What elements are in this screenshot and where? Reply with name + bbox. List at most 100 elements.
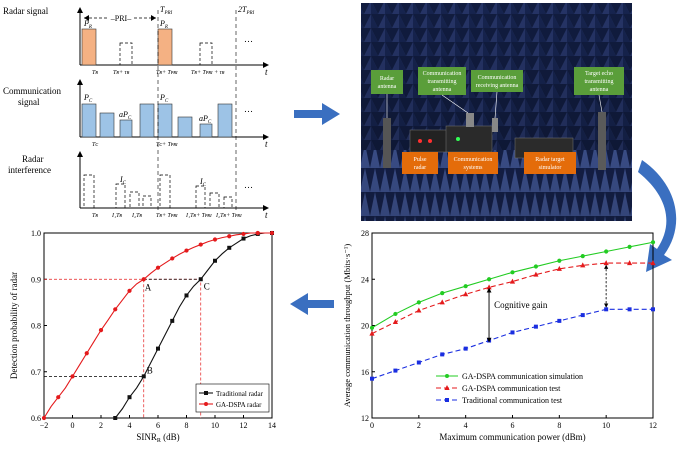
data-point xyxy=(241,236,246,241)
data-point xyxy=(603,260,609,266)
y-tick-label: 0.8 xyxy=(31,322,41,331)
label-radar-antenna-text: Radar antenna xyxy=(378,76,397,90)
data-point xyxy=(41,415,47,421)
y-tick-label: 24 xyxy=(361,275,369,284)
y-tick-label: 0.6 xyxy=(31,414,41,423)
data-point xyxy=(56,395,61,400)
pr-label: PR xyxy=(83,19,92,30)
data-point xyxy=(533,324,538,329)
data-point xyxy=(440,352,445,357)
ic-label-2: IC xyxy=(199,177,207,188)
label-pulse-radar-text: Pulse radar xyxy=(413,157,426,171)
tick-tr-tpri: Tʀ+ Tᴘʀɪ xyxy=(156,70,178,76)
series-line-0 xyxy=(371,241,654,329)
comm-bar xyxy=(119,119,133,138)
signal-timing-panel: Radar signal t PR PR –PRI– TPRI 2TPRI … … xyxy=(3,5,269,220)
data-point xyxy=(393,311,398,317)
x-axis-label-unit: (dB) xyxy=(161,432,180,442)
y-tick-label: 28 xyxy=(361,229,369,238)
data-point xyxy=(463,284,468,289)
data-point xyxy=(556,265,562,271)
x-tick-label: 4 xyxy=(464,421,468,430)
legend-label: Traditional communication test xyxy=(462,396,563,405)
flow-arrows xyxy=(290,103,677,315)
data-point xyxy=(604,249,609,254)
comm-bar xyxy=(177,116,193,138)
data-point xyxy=(127,395,132,400)
tick-tr-tau: Tʀ+ τʀ xyxy=(113,70,130,76)
pr-label-2: PR xyxy=(159,19,168,30)
data-point xyxy=(510,270,515,275)
x-axis-label-sub: R xyxy=(157,438,161,444)
y-tick-label: 0.7 xyxy=(31,368,41,377)
data-point xyxy=(127,288,132,293)
comm-bar xyxy=(217,103,233,138)
series-line-traditional xyxy=(114,232,272,419)
data-point xyxy=(113,416,118,420)
data-point xyxy=(70,374,75,379)
pri-bg xyxy=(109,13,133,23)
arrow-left-icon xyxy=(290,293,334,315)
label-comm-systems-text: Communication systems xyxy=(454,157,493,171)
data-point xyxy=(370,376,374,381)
x-tick-label: 12 xyxy=(649,421,657,430)
data-point xyxy=(141,277,146,282)
legend-marker xyxy=(204,402,208,406)
legend-label: GA-DSPA communication simulation xyxy=(462,372,583,381)
photo-labels-green: Radar antenna Communication transmitting an… xyxy=(371,67,624,95)
two-tpri-label: 2TPRI xyxy=(238,5,255,16)
x-tick-label: 8 xyxy=(557,421,561,430)
y-tick-label: 12 xyxy=(361,414,369,423)
data-point xyxy=(393,368,398,373)
comm-t-label: t xyxy=(265,139,268,149)
tripod-2 xyxy=(598,112,606,170)
interf-title-2: interference xyxy=(8,165,51,175)
data-point xyxy=(580,313,585,318)
interf-pulse xyxy=(159,174,171,209)
label-target-echo-antenna xyxy=(574,67,624,95)
comm-bar xyxy=(99,112,115,138)
tick-tr-tpri-tau: Tʀ+ Tᴘʀɪ + τʀ xyxy=(191,70,225,76)
comm-bar xyxy=(199,123,213,138)
tick-tr-tpri-b: Tʀ+ Tᴘʀɪ xyxy=(156,213,178,219)
data-point xyxy=(227,234,232,239)
y-tick-label: 1.0 xyxy=(31,229,41,238)
data-point xyxy=(113,307,118,312)
data-point xyxy=(241,231,246,237)
interf-pulse xyxy=(83,174,95,209)
interf-t-label: t xyxy=(265,210,268,220)
x-tick-label: 0 xyxy=(370,421,374,430)
label-target-simulator xyxy=(524,152,576,174)
legend-marker xyxy=(204,391,208,395)
data-point xyxy=(557,318,562,323)
comm-bar xyxy=(157,103,173,138)
tick-tr: Tʀ xyxy=(92,70,98,76)
tripod-1 xyxy=(383,118,391,168)
tick-tr-b: Tʀ xyxy=(92,213,98,219)
data-point xyxy=(84,351,89,356)
data-point xyxy=(184,248,189,253)
point-label-b: B xyxy=(147,365,153,375)
data-point xyxy=(439,299,445,305)
arrow-right-icon xyxy=(294,103,340,125)
radar-pulse-2 xyxy=(157,28,173,66)
tick-i2: I₂Tʀ xyxy=(131,213,142,219)
y-tick-label: 0.9 xyxy=(31,275,41,284)
pri-label: –PRI– xyxy=(110,14,132,23)
data-point xyxy=(170,318,175,323)
legend-marker xyxy=(445,374,449,378)
x-axis-label: SINRR (dB) xyxy=(136,432,179,444)
x-tick-label: 12 xyxy=(240,421,248,430)
ic-label: IC xyxy=(119,175,127,186)
radar-pulse-1 xyxy=(81,28,97,66)
x-tick-label: 6 xyxy=(511,421,515,430)
data-point xyxy=(416,300,421,305)
data-point xyxy=(604,307,609,312)
led-green xyxy=(456,137,460,141)
interf-pulse xyxy=(115,183,126,209)
radar-ellipsis: … xyxy=(244,34,253,44)
radar-echo-1 xyxy=(119,42,133,66)
x-tick-label: 8 xyxy=(185,421,189,430)
interf-pulse xyxy=(209,192,220,209)
